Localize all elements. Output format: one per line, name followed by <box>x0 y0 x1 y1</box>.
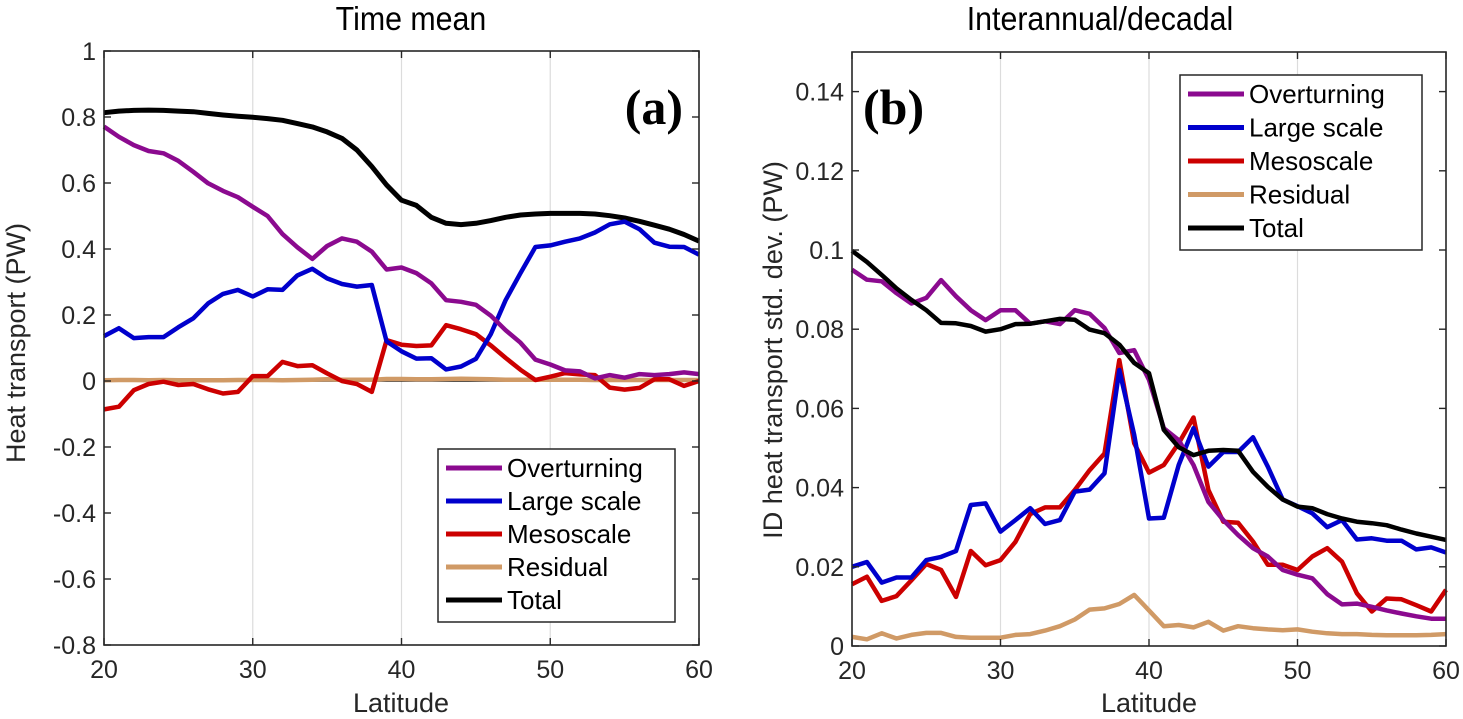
legend-label: Residual <box>1249 180 1350 210</box>
y-tick-label: -0.4 <box>53 500 96 528</box>
x-tick-label: 30 <box>239 656 267 684</box>
series-line-overturning <box>102 124 700 381</box>
x-tick-label: 40 <box>388 656 416 684</box>
y-tick-label: 0.08 <box>795 316 844 344</box>
y-tick-label: 0.02 <box>795 554 844 582</box>
x-axis-label: Latitude <box>353 688 449 718</box>
series-line-large-scale <box>851 367 1447 585</box>
legend-item: Large scale <box>1188 113 1383 143</box>
series-line-residual <box>103 376 699 383</box>
y-tick-label: 0.6 <box>61 170 96 198</box>
legend-item: Overturning <box>1188 79 1385 109</box>
y-tick-label: 0.4 <box>61 236 96 264</box>
legend-label: Residual <box>507 552 608 582</box>
legend-item: Residual <box>1188 180 1350 210</box>
x-tick-label: 30 <box>987 657 1015 685</box>
x-axis-label: Latitude <box>1101 688 1197 718</box>
legend-item: Mesoscale <box>446 519 631 549</box>
chart-title: Time mean <box>336 0 487 37</box>
legend-item: Total <box>446 585 562 615</box>
y-tick-label: 0.8 <box>61 104 96 132</box>
y-axis-label: ID heat transport std. dev. (PW) <box>758 161 788 539</box>
x-tick-label: 50 <box>1284 657 1312 685</box>
y-tick-label: 0 <box>830 633 844 661</box>
panel-label: (a) <box>625 79 683 135</box>
legend-item: Residual <box>446 552 608 582</box>
series-line-total <box>103 107 701 244</box>
y-tick-label: 0.2 <box>61 302 96 330</box>
y-tick-label: 0.04 <box>795 475 844 503</box>
x-tick-label: 60 <box>685 656 713 684</box>
series-line-residual <box>851 592 1447 642</box>
legend-label: Total <box>1249 213 1304 243</box>
y-tick-label: 0.14 <box>795 79 844 107</box>
legend-item: Overturning <box>446 453 643 483</box>
legend-label: Total <box>507 585 562 615</box>
legend-label: Large scale <box>507 486 641 516</box>
x-tick-label: 60 <box>1432 657 1460 685</box>
y-tick-label: 0 <box>82 368 96 396</box>
x-tick-label: 20 <box>838 657 866 685</box>
y-tick-label: -0.6 <box>53 566 96 594</box>
x-tick-label: 50 <box>536 656 564 684</box>
y-axis-label: Heat transport (PW) <box>1 223 31 463</box>
y-tick-label: -0.2 <box>53 434 96 462</box>
y-tick-label: 0.1 <box>809 237 844 265</box>
legend-label: Overturning <box>1249 79 1385 109</box>
y-tick-label: 0.12 <box>795 158 844 186</box>
y-tick-label: 0.06 <box>795 395 844 423</box>
legend-label: Mesoscale <box>1249 146 1373 176</box>
legend-label: Mesoscale <box>507 519 631 549</box>
series-line-mesoscale <box>850 357 1448 614</box>
y-tick-label: -0.8 <box>53 632 96 660</box>
x-tick-label: 20 <box>90 656 118 684</box>
panel-interannual-decadal: Interannual/decadal 20 30 40 50 60 0 0.02 0.04 0… <box>758 0 1460 718</box>
legend-label: Large scale <box>1249 113 1383 143</box>
legend-label: Overturning <box>507 453 643 483</box>
legend-item: Total <box>1188 213 1304 243</box>
legend-item: Mesoscale <box>1188 146 1373 176</box>
series-line-total <box>850 248 1447 543</box>
y-tick-label: 1 <box>82 38 96 66</box>
chart-title: Interannual/decadal <box>967 0 1234 37</box>
panel-label: (b) <box>863 79 924 135</box>
legend-item: Large scale <box>446 486 641 516</box>
x-tick-label: 40 <box>1135 657 1163 685</box>
panel-time-mean: Time mean 20 30 40 50 60 -0.8 -0.6 -0.4 -0.2 0 0.2… <box>1 0 713 718</box>
series-line-large-scale <box>102 219 701 372</box>
